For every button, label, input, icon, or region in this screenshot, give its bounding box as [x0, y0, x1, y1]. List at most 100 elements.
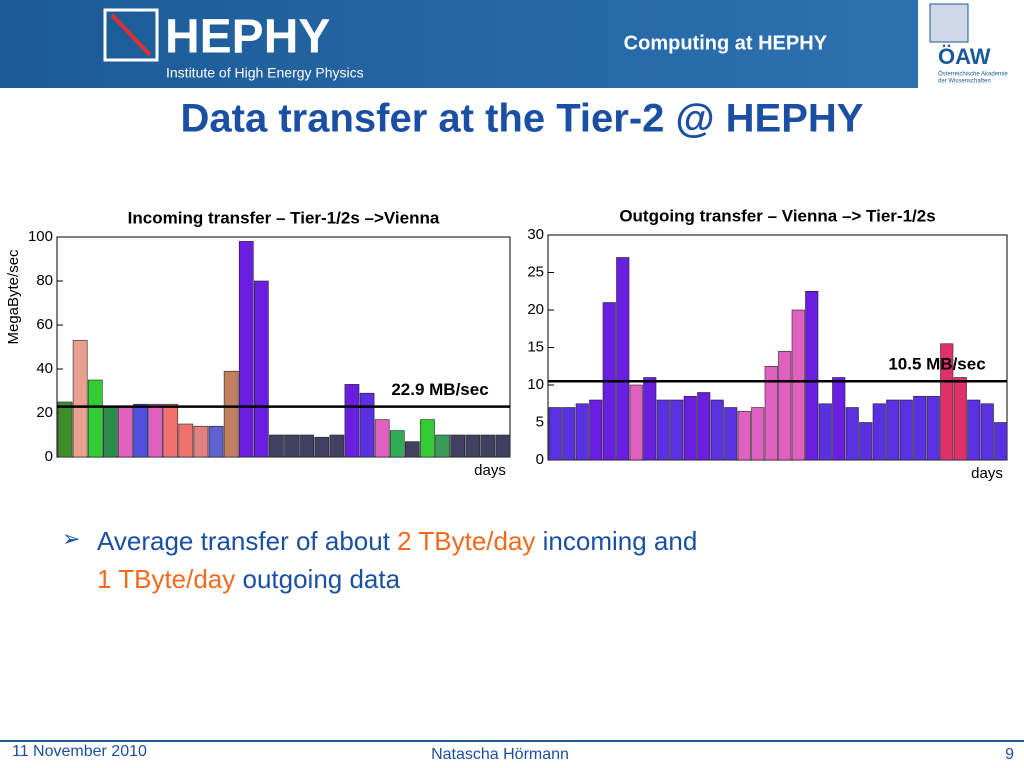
y-tick-label: 40 [36, 360, 53, 377]
average-label: 22.9 MB/sec [391, 380, 488, 399]
bar [238, 241, 254, 458]
y-tick-label: 20 [36, 404, 53, 421]
bullet-marker: ➢ [62, 526, 80, 551]
chart-title: Incoming transfer – Tier-1/2s –>Vienna [128, 208, 440, 227]
y-tick-label: 80 [36, 272, 53, 289]
y-tick-label: 20 [527, 301, 544, 318]
bar [163, 403, 179, 458]
org-icon [929, 3, 969, 43]
bar [87, 379, 103, 458]
x-axis-label: days [971, 465, 1003, 482]
bar [57, 401, 73, 458]
bar [710, 399, 724, 461]
bar [480, 434, 496, 458]
bar [791, 309, 805, 461]
bar [940, 343, 954, 461]
bar [589, 399, 603, 461]
bar [118, 406, 133, 458]
logo-subtitle: Institute of High Energy Physics [166, 65, 364, 81]
bar [344, 384, 360, 458]
bar [953, 377, 967, 461]
footer-date: 11 November 2010 [12, 743, 147, 760]
bar [548, 407, 562, 461]
highlight: 1 TByte/day [97, 564, 236, 594]
org-subtitle: Österreichische Akademie [938, 71, 1008, 78]
bar [899, 399, 913, 461]
bar [980, 403, 994, 461]
bar [967, 399, 981, 461]
text: Average transfer of about [97, 526, 398, 556]
bar [845, 407, 859, 461]
bar [818, 403, 832, 461]
bar [420, 419, 435, 458]
bar [254, 280, 269, 458]
bar [737, 410, 751, 461]
bar [329, 434, 345, 458]
bar [872, 403, 886, 461]
bar [832, 377, 846, 461]
org-name: ÖAW [938, 44, 991, 69]
bar [435, 434, 450, 458]
bar [178, 423, 194, 458]
bar [805, 290, 819, 461]
bar [284, 434, 299, 458]
bar [374, 419, 390, 458]
chart-title: Outgoing transfer – Vienna –> Tier-1/2s [619, 206, 935, 225]
highlight: 2 TByte/day [397, 526, 536, 556]
text: incoming and [535, 526, 698, 556]
bar [389, 430, 405, 458]
y-tick-label: 60 [36, 316, 53, 333]
bar [913, 395, 927, 461]
bar [886, 399, 900, 461]
bar [778, 350, 792, 461]
bar [670, 399, 684, 461]
bar [495, 434, 511, 458]
bar [764, 365, 778, 461]
bar [926, 395, 940, 461]
bar [404, 441, 420, 458]
bar [148, 403, 164, 458]
bar [465, 434, 481, 458]
bar [562, 407, 576, 461]
bar [643, 377, 657, 461]
bar [269, 434, 284, 458]
page-number: 9 [1005, 746, 1014, 763]
bar [629, 384, 643, 461]
y-tick-label: 30 [527, 226, 544, 243]
bar [724, 407, 738, 461]
bar [697, 392, 711, 461]
bar [223, 370, 239, 458]
x-axis-label: days [474, 462, 506, 479]
bar [656, 399, 670, 461]
bar [103, 406, 118, 458]
bar [683, 395, 697, 461]
footer-author: Natascha Hörmann [431, 746, 569, 763]
y-axis-label: MegaByte/sec [5, 249, 22, 345]
logo-icon [103, 8, 159, 62]
bar [208, 425, 224, 458]
bar [616, 257, 630, 461]
y-tick-label: 0 [536, 451, 544, 468]
y-tick-label: 15 [527, 338, 544, 355]
bar [575, 403, 589, 461]
bar [133, 403, 148, 458]
org-subtitle: der Wissenschaften [938, 79, 991, 85]
bar [751, 407, 765, 461]
bar [314, 436, 330, 458]
header-bar [0, 0, 1024, 88]
y-tick-label: 25 [527, 263, 544, 280]
slide-title: Data transfer at the Tier-2 @ HEPHY [181, 97, 864, 141]
logo-icon [110, 13, 152, 57]
bar [359, 392, 375, 458]
bullet-text: Average transfer of about 2 TByte/day in… [97, 522, 697, 598]
text: outgoing data [235, 564, 401, 594]
y-tick-label: 5 [536, 413, 544, 430]
bar [859, 422, 873, 461]
bar [994, 422, 1008, 461]
bar [299, 434, 315, 458]
bar [450, 434, 466, 458]
y-tick-label: 100 [28, 228, 53, 245]
section-title: Computing at HEPHY [624, 32, 828, 54]
